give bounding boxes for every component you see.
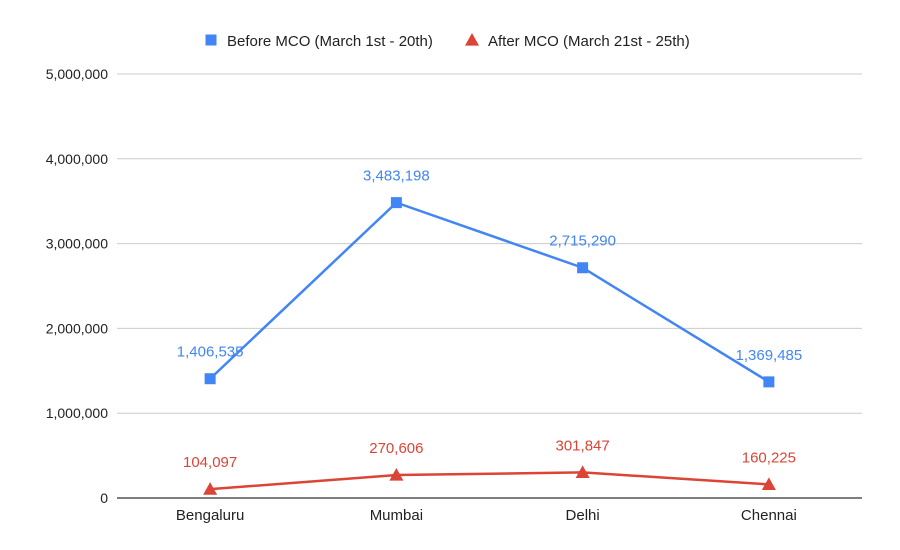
data-label: 104,097 <box>183 454 237 471</box>
x-axis-tick-labels: Bengaluru Mumbai Delhi Chennai <box>176 507 797 524</box>
data-labels: 1,406,535 3,483,198 2,715,290 1,369,485 104,… <box>177 168 802 472</box>
triangle-marker <box>575 465 590 479</box>
y-tick-label: 0 <box>100 490 108 506</box>
x-tick-label: Chennai <box>741 507 797 524</box>
square-marker <box>390 197 402 209</box>
y-tick-label: 3,000,000 <box>46 236 108 252</box>
y-tick-label: 5,000,000 <box>46 66 108 82</box>
data-label: 2,715,290 <box>549 233 616 250</box>
y-axis-tick-labels: 0 1,000,000 2,000,000 3,000,000 4,000,000 5,0… <box>46 66 109 506</box>
legend-item: After MCO (March 21st - 25th) <box>465 33 690 50</box>
square-marker <box>763 376 775 388</box>
square-marker <box>577 262 589 274</box>
legend-label: Before MCO (March 1st - 20th) <box>227 33 433 50</box>
series-line <box>210 471 769 491</box>
legend-label: After MCO (March 21st - 25th) <box>488 33 690 50</box>
data-label: 3,483,198 <box>363 168 430 185</box>
data-label: 1,369,485 <box>736 347 803 364</box>
series <box>203 197 776 495</box>
y-tick-label: 1,000,000 <box>46 405 108 421</box>
data-label: 270,606 <box>369 440 423 457</box>
gridlines <box>117 73 862 499</box>
legend: Before MCO (March 1st - 20th) After MCO (… <box>205 33 690 50</box>
data-label: 301,847 <box>556 437 610 454</box>
triangle-marker <box>761 477 776 491</box>
x-tick-label: Delhi <box>566 507 600 524</box>
triangle-marker <box>203 482 218 495</box>
legend-triangle-icon <box>465 33 479 46</box>
data-label: 160,225 <box>742 449 796 466</box>
square-marker <box>204 373 216 385</box>
x-tick-label: Mumbai <box>370 507 423 524</box>
legend-square-icon <box>205 34 217 46</box>
y-tick-label: 4,000,000 <box>46 151 108 167</box>
data-label: 1,406,535 <box>177 344 244 361</box>
legend-item: Before MCO (March 1st - 20th) <box>205 33 433 50</box>
x-tick-label: Bengaluru <box>176 507 244 524</box>
series-after-mco <box>203 465 776 495</box>
series-before-mco <box>204 197 775 388</box>
series-line <box>209 201 770 383</box>
y-tick-label: 2,000,000 <box>46 320 108 336</box>
triangle-marker <box>389 468 404 481</box>
